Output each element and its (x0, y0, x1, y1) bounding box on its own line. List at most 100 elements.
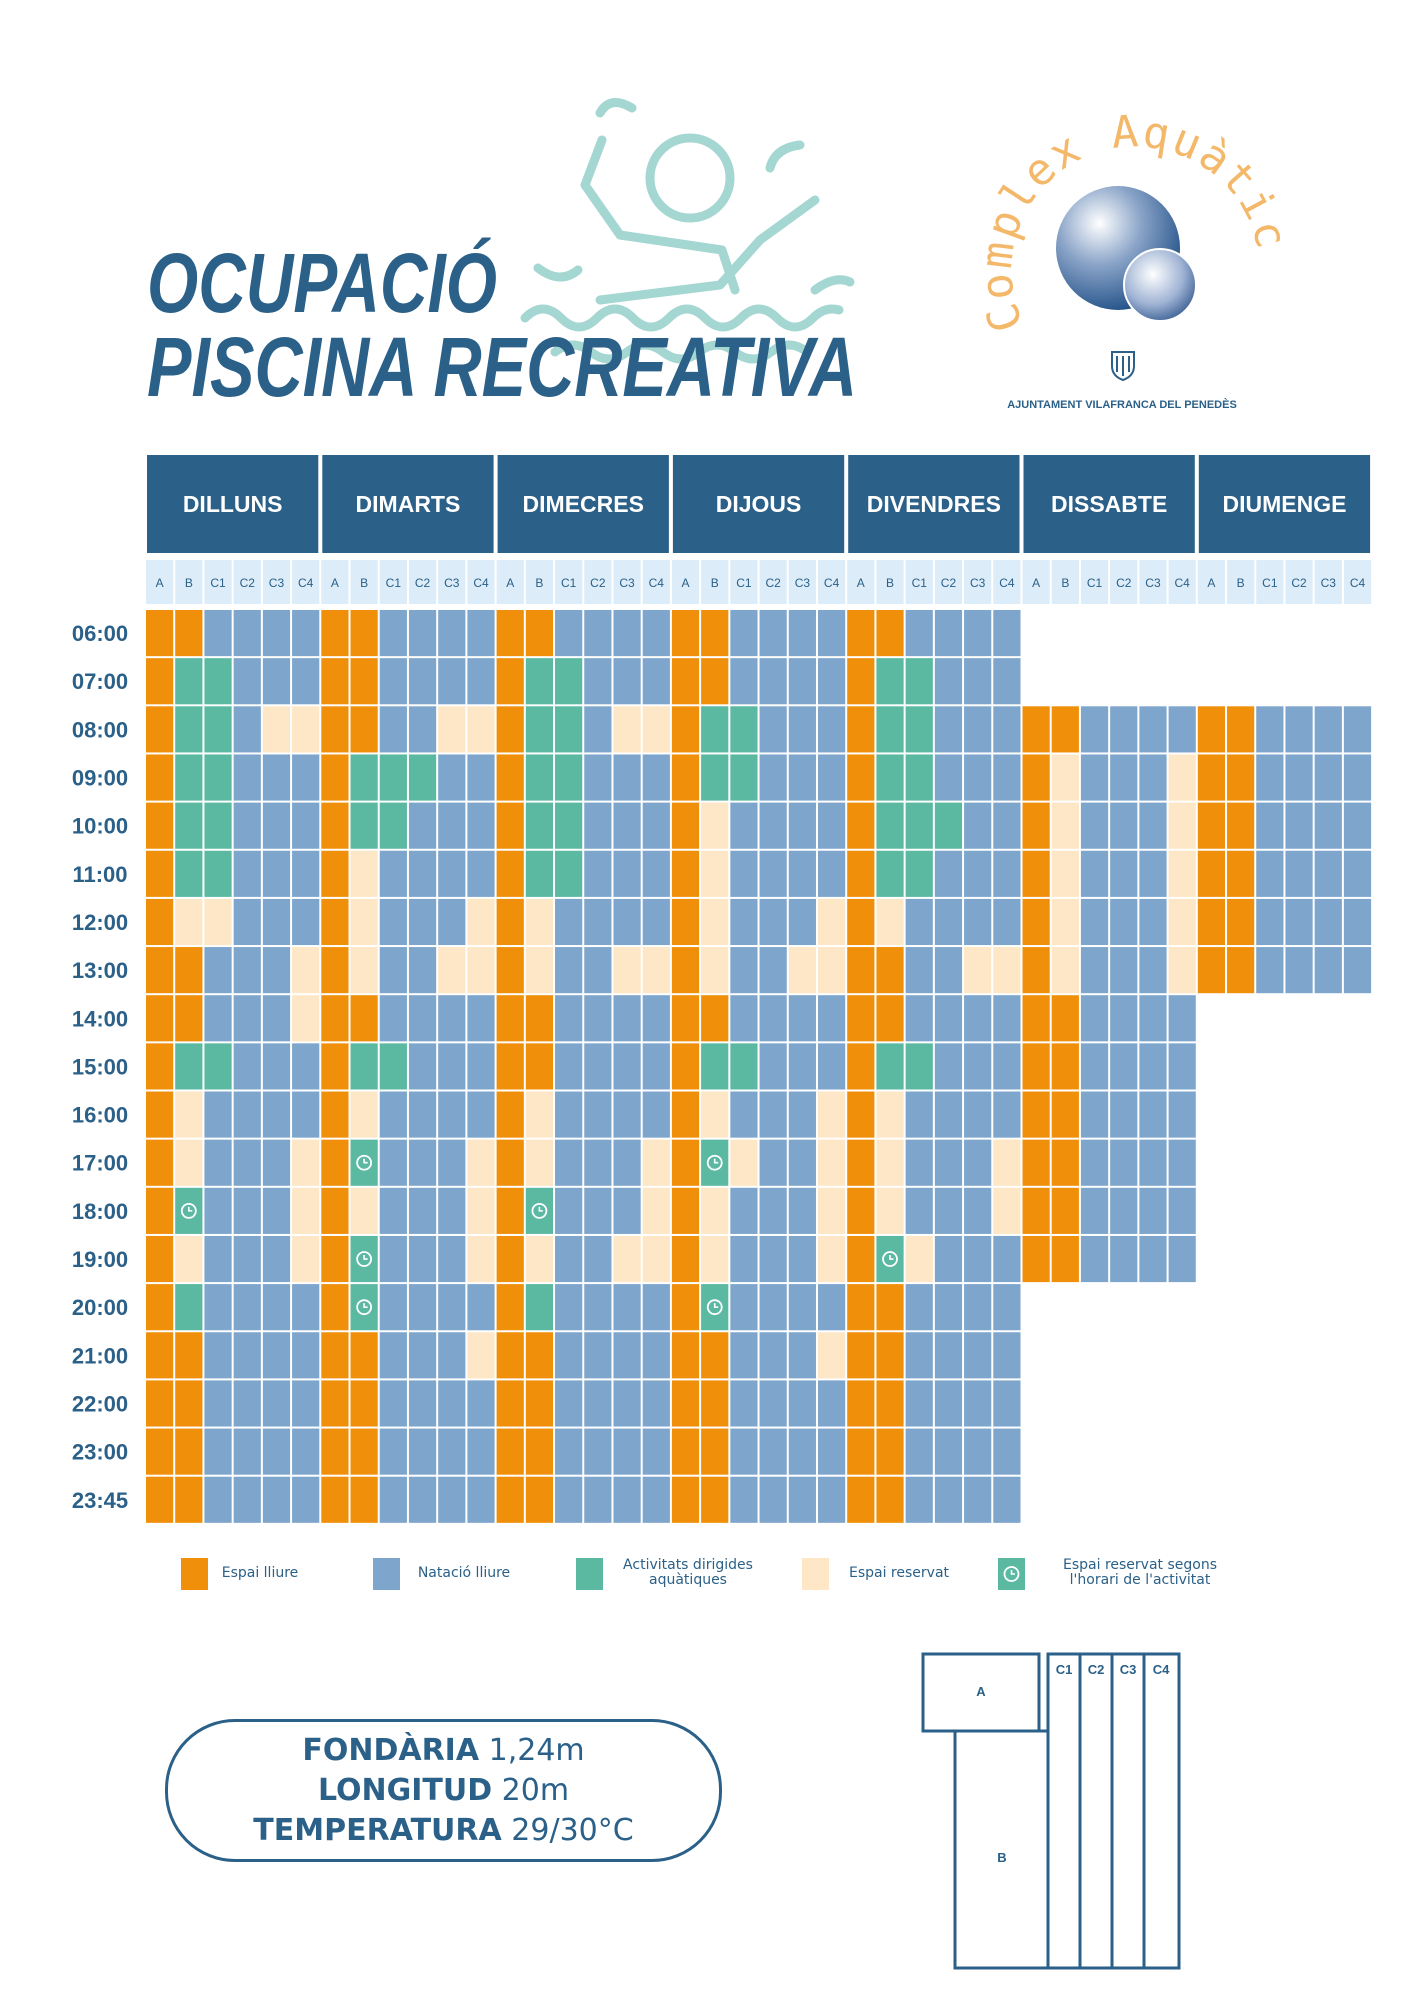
schedule-cell (233, 1235, 261, 1283)
schedule-cell (584, 995, 612, 1042)
pool-zone-label: C1 (1056, 1662, 1073, 1677)
schedule-cell (788, 1332, 816, 1379)
schedule-cell (175, 658, 203, 705)
zone-header (759, 560, 787, 604)
schedule-cell (788, 1284, 816, 1331)
schedule-cell (817, 1428, 846, 1475)
schedule-cell (905, 898, 933, 946)
schedule-cell (1080, 754, 1109, 801)
schedule-cell (525, 1235, 554, 1283)
schedule-cell (555, 1235, 583, 1283)
schedule-cell (701, 1476, 729, 1523)
zone-label: C1 (386, 576, 402, 590)
schedule-cell (1168, 898, 1196, 946)
schedule-cell (1168, 1091, 1196, 1138)
zone-label: C1 (210, 576, 226, 590)
schedule-cell (496, 1139, 524, 1186)
schedule-cell (1314, 706, 1342, 753)
schedule-cell (321, 1284, 349, 1331)
schedule-cell (408, 995, 437, 1042)
schedule-cell (817, 1380, 846, 1427)
schedule-cell (262, 947, 291, 994)
schedule-cell (876, 802, 904, 849)
schedule-cell (759, 1428, 787, 1475)
schedule-cell (613, 1043, 641, 1090)
schedule-cell (467, 1091, 495, 1138)
schedule-cell (876, 1043, 904, 1090)
schedule-cell (496, 947, 524, 994)
schedule-cell (496, 1380, 524, 1427)
schedule-cell (146, 658, 174, 705)
schedule-cell (584, 754, 612, 801)
schedule-cell (204, 754, 232, 801)
schedule-cell (993, 898, 1021, 946)
schedule-cell (438, 995, 466, 1042)
schedule-cell (321, 1043, 349, 1090)
schedule-cell (555, 802, 583, 849)
schedule-cell (175, 1091, 203, 1138)
schedule-cell (233, 947, 261, 994)
zone-label: B (360, 576, 368, 590)
schedule-cell (788, 658, 816, 705)
time-label: 19:00 (72, 1247, 128, 1272)
schedule-cell (1139, 850, 1167, 897)
schedule-cell (847, 1091, 875, 1138)
schedule-cell (584, 1187, 612, 1234)
schedule-cell (671, 1476, 700, 1523)
zone-header (204, 560, 232, 604)
day-header (1023, 455, 1195, 553)
zone-header (467, 560, 495, 604)
schedule-cell (379, 658, 407, 705)
schedule-cell (146, 802, 174, 849)
schedule-cell (964, 1284, 992, 1331)
schedule-cell (408, 1332, 437, 1379)
zone-header (876, 560, 904, 604)
schedule-cell (847, 1139, 875, 1186)
schedule-cell (964, 1139, 992, 1186)
schedule-cell (934, 1139, 963, 1186)
clock-icon (1003, 1566, 1020, 1582)
zone-label: C3 (269, 576, 285, 590)
zone-header (642, 560, 670, 604)
schedule-cell (993, 1332, 1021, 1379)
schedule-cell (555, 1139, 583, 1186)
schedule-cell (379, 610, 407, 657)
schedule-cell (817, 995, 846, 1042)
schedule-cell (817, 850, 846, 897)
schedule-cell (1110, 850, 1138, 897)
schedule-cell (1139, 995, 1167, 1042)
schedule-cell (408, 802, 437, 849)
zone-header (496, 560, 524, 604)
schedule-cell (496, 995, 524, 1042)
schedule-cell (817, 1476, 846, 1523)
schedule-cell (1314, 947, 1342, 994)
schedule-cell (1080, 1187, 1109, 1234)
schedule-cell (671, 1284, 700, 1331)
schedule-cell (730, 995, 758, 1042)
schedule-cell (671, 706, 700, 753)
zone-header (175, 560, 203, 604)
schedule-cell (964, 898, 992, 946)
schedule-cell (146, 754, 174, 801)
schedule-cell (701, 995, 729, 1042)
schedule-cell (146, 1284, 174, 1331)
day-name: DIUMENGE (1222, 491, 1346, 517)
schedule-cell (788, 1476, 816, 1523)
schedule-cell (701, 1187, 729, 1234)
schedule-cell (292, 1235, 320, 1283)
schedule-cell (934, 898, 963, 946)
zone-label: C1 (912, 576, 928, 590)
schedule-cell (496, 658, 524, 705)
schedule-cell (876, 1187, 904, 1234)
zone-header (321, 560, 349, 604)
schedule-cell (321, 1476, 349, 1523)
schedule-cell (993, 1091, 1021, 1138)
schedule-cell (438, 754, 466, 801)
schedule-cell (934, 1043, 963, 1090)
schedule-cell (467, 754, 495, 801)
schedule-cell (496, 1043, 524, 1090)
schedule-cell (584, 1380, 612, 1427)
schedule-cell (379, 898, 407, 946)
schedule-cell (759, 995, 787, 1042)
zone-header (847, 560, 875, 604)
